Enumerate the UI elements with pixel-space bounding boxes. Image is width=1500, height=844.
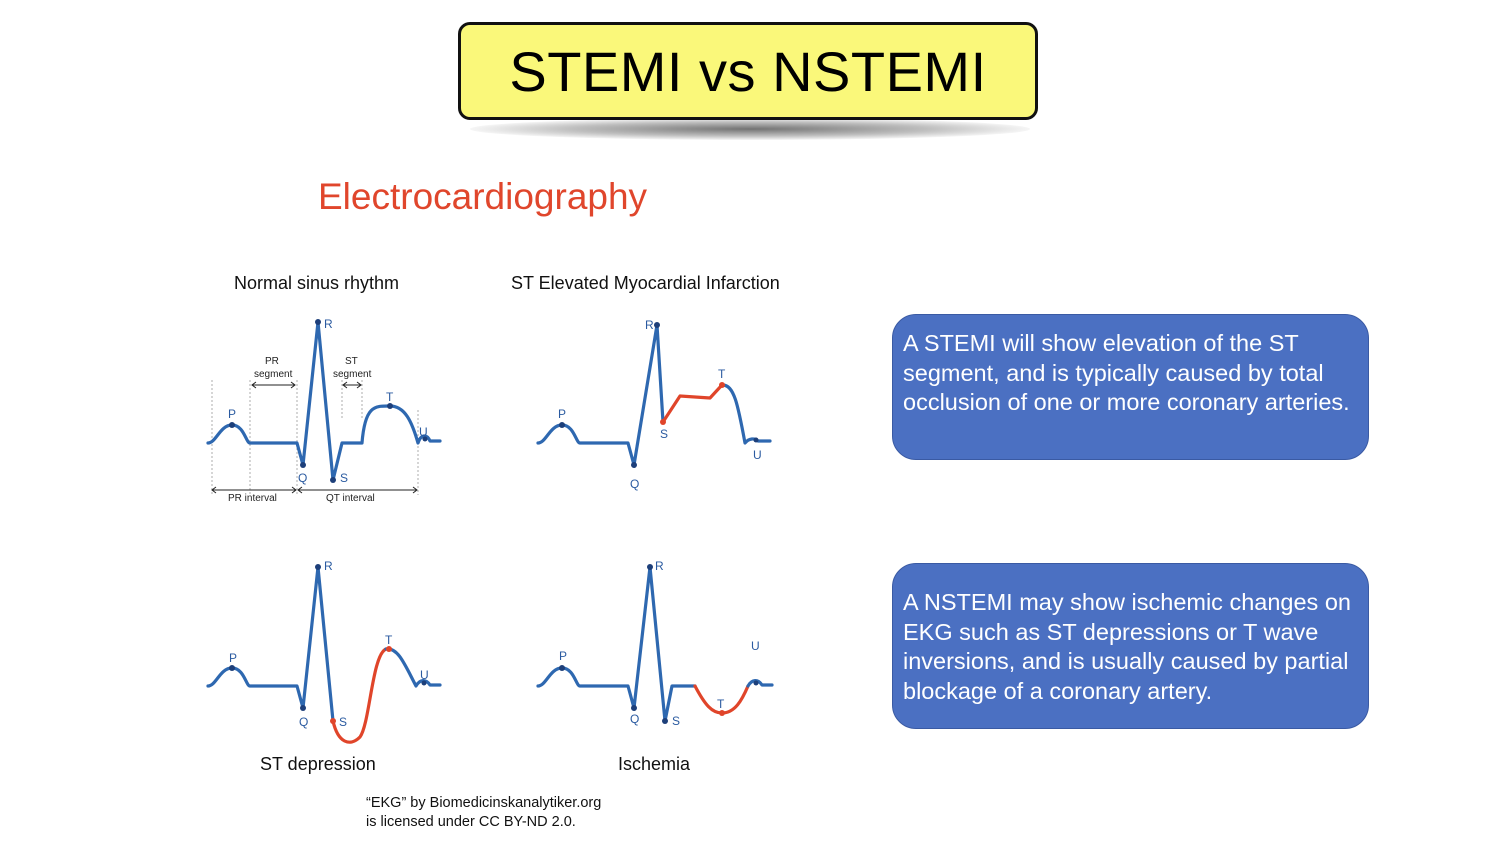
ischemia-t-label: T [717,697,725,711]
stemi-t-label: T [718,367,726,381]
st-depression-s-label: S [339,715,347,729]
st-depression-u-label: U [420,668,429,682]
st-depression-ekg: P Q R S T U [206,559,442,744]
stemi-q-label: Q [630,477,639,491]
ischemia-r-label: R [655,559,664,573]
ischemia-p-label: P [559,649,567,663]
credit-line-2: is licensed under CC BY-ND 2.0. [366,814,576,830]
title-box: STEMI vs NSTEMI [458,22,1038,120]
normal-rhythm-label: Normal sinus rhythm [234,273,400,293]
stemi-p-label: P [558,407,566,421]
credit-line-1: “EKG” by Biomedicinskanalytiker.org [366,795,602,811]
st-segment-label-1: ST [345,356,358,367]
st-segment-label-2: segment [333,369,372,380]
st-depression-label: ST depression [260,754,376,774]
ischemia-u-label: U [751,639,760,653]
normal-q-label: Q [298,471,307,485]
st-depression-p-label: P [229,651,237,665]
title-shadow [470,118,1030,140]
ischemia-s-label: S [672,714,680,728]
stemi-callout: A STEMI will show elevation of the ST se… [892,314,1369,460]
normal-u-label: U [419,425,428,439]
normal-t-label: T [386,390,394,404]
stemi-s-label: S [660,427,668,441]
pr-interval-label: PR interval [228,493,277,504]
st-depression-q-label: Q [299,715,308,729]
pr-segment-label-1: PR [265,356,279,367]
slide-subtitle: Electrocardiography [318,176,648,217]
slide-title: STEMI vs NSTEMI [509,39,987,103]
normal-s-label: S [340,471,348,485]
st-depression-t-label: T [385,633,393,647]
ischemia-q-label: Q [630,712,639,726]
nstemi-callout: A NSTEMI may show ischemic changes on EK… [892,563,1369,729]
pr-segment-label-2: segment [254,369,293,380]
normal-rhythm-ekg: P Q R S T U PR segment ST segment PR int… [206,317,442,504]
st-depression-r-label: R [324,559,333,573]
stemi-ekg: P Q R S T U [536,318,772,491]
image-credit: “EKG” by Biomedicinskanalytiker.org is l… [366,794,601,832]
normal-p-label: P [228,407,236,421]
stemi-u-label: U [753,448,762,462]
stemi-r-label: R [645,318,654,332]
ischemia-ekg: P Q R S T U [536,559,774,728]
ischemia-label: Ischemia [618,754,691,774]
qt-interval-label: QT interval [326,493,375,504]
normal-r-label: R [324,317,333,331]
stemi-label: ST Elevated Myocardial Infarction [511,273,780,293]
